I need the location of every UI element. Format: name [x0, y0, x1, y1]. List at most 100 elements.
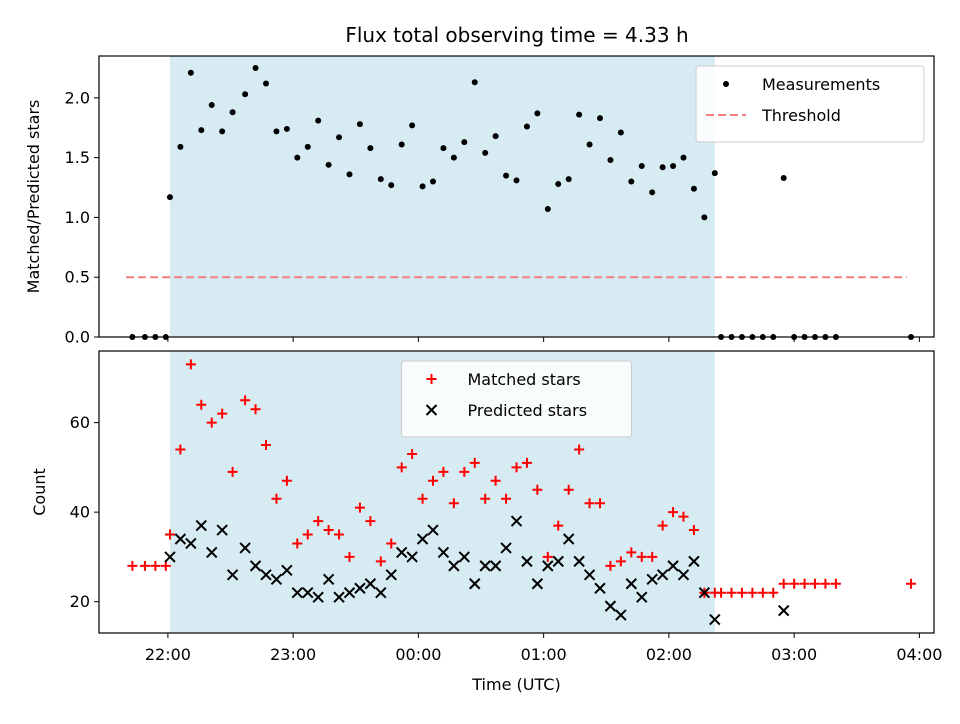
- panel2-predicted-marker: [510, 515, 523, 527]
- panel2-matched-marker: [407, 448, 418, 459]
- panel1-legend-marker: [723, 81, 729, 87]
- panel1-measurement-point: [229, 109, 236, 116]
- panel2-predicted-marker: [521, 555, 533, 568]
- panel2-predicted-marker: [195, 519, 207, 532]
- panel1-measurement-point: [356, 121, 363, 128]
- panel2-xtick-label: 23:00: [270, 645, 316, 664]
- panel1-legend-label: Measurements: [762, 75, 880, 94]
- panel1-measurement-point: [219, 128, 226, 135]
- panel1-measurement-point: [208, 102, 215, 109]
- panel2-predicted-marker: [260, 569, 272, 581]
- panel1-measurement-point: [555, 180, 562, 187]
- panel2-predicted-marker: [291, 587, 304, 599]
- panel2-predicted-marker: [343, 587, 356, 599]
- panel2-matched-marker: [160, 560, 171, 571]
- panel2-predicted-marker: [531, 578, 544, 590]
- panel2-matched-marker: [428, 475, 438, 486]
- panel2-matched-marker: [626, 547, 637, 558]
- panel2-matched-marker: [227, 466, 238, 477]
- panel2-predicted-marker: [479, 560, 491, 572]
- panel2-predicted-marker: [562, 533, 575, 545]
- panel1-measurement-point: [166, 194, 173, 201]
- panel1-measurement-point: [586, 141, 593, 148]
- panel2-predicted-marker: [667, 560, 679, 572]
- panel2-matched-marker: [668, 507, 679, 518]
- panel1-ytick-label: 0.0: [65, 328, 90, 347]
- panel2-matched-marker: [542, 551, 553, 562]
- panel2-legend-marker: [426, 374, 437, 384]
- panel2-matched-marker: [810, 578, 821, 589]
- panel2-matched-marker: [354, 502, 365, 513]
- panel2-predicted-marker: [709, 613, 721, 626]
- panel2-predicted-marker: [185, 537, 197, 550]
- panel1-legend-box: [695, 65, 925, 143]
- panel2-matched-marker: [292, 538, 303, 549]
- panel2-predicted-marker: [698, 587, 711, 599]
- panel1-ylabel: Matched/Predicted stars: [24, 100, 43, 294]
- panel2-matched-marker: [261, 440, 271, 450]
- panel2-xtick-label: 00:00: [395, 645, 441, 664]
- panel2-predicted-marker: [646, 573, 658, 585]
- panel2-predicted-marker: [583, 569, 596, 581]
- panel2-matched-marker: [636, 551, 647, 562]
- panel1-measurement-point: [649, 189, 656, 196]
- panel2-predicted-marker: [552, 555, 564, 568]
- panel1-legend-label: Threshold: [761, 106, 841, 125]
- panel1-measurement-point: [273, 128, 280, 135]
- panel1-measurement-point: [409, 122, 416, 129]
- panel2-matched-marker: [553, 520, 564, 531]
- panel2-matched-marker: [511, 462, 522, 473]
- panel2-matched-marker: [521, 457, 532, 468]
- panel2-matched-marker: [830, 578, 841, 589]
- panel2-matched-marker: [334, 529, 345, 540]
- panel2-matched-marker: [459, 466, 470, 477]
- panel2-predicted-marker: [437, 546, 450, 559]
- panel2-matched-marker: [344, 551, 355, 562]
- panel2-predicted-marker: [406, 551, 418, 563]
- chart-title: Flux total observing time = 4.33 h: [345, 23, 688, 47]
- panel2-matched-marker: [906, 578, 917, 589]
- panel2-matched-marker: [615, 556, 626, 567]
- panel2-predicted-marker: [448, 560, 460, 572]
- panel2-predicted-marker: [604, 600, 617, 612]
- panel1-measurement-point: [576, 111, 583, 118]
- panel2-matched-marker: [448, 498, 459, 509]
- panel2-matched-marker: [417, 493, 428, 504]
- panel2-matched-marker: [139, 560, 150, 571]
- panel2-matched-marker: [605, 560, 616, 571]
- panel1-measurement-point: [544, 206, 551, 213]
- panel2-predicted-marker: [615, 609, 627, 621]
- panel2-predicted-marker: [573, 555, 585, 568]
- panel1-measurement-point: [461, 139, 468, 146]
- panel1-observing-span: [169, 56, 715, 337]
- panel1-measurement-point: [482, 149, 489, 156]
- panel1-measurement-point: [711, 170, 718, 177]
- panel2-matched-marker: [490, 475, 501, 486]
- panel1-measurement-point: [701, 214, 708, 221]
- panel2-matched-marker: [271, 493, 282, 504]
- panel1-measurement-point: [336, 134, 343, 141]
- panel2-matched-marker: [757, 587, 768, 598]
- panel1-measurement-point: [503, 172, 510, 179]
- panel2-matched-marker: [281, 475, 292, 486]
- panel2-xtick-label: 22:00: [145, 645, 191, 664]
- panel2-legend-label: Predicted stars: [468, 401, 588, 420]
- panel1-measurement-point: [388, 182, 395, 189]
- panel1-measurement-point: [252, 64, 259, 71]
- panel2-matched-marker: [678, 511, 689, 522]
- panel2-matched-marker: [716, 587, 727, 598]
- panel1-measurement-point: [597, 115, 603, 122]
- panel2-matched-marker: [438, 466, 449, 477]
- panel2-predicted-marker: [206, 546, 218, 559]
- panel1-measurement-point: [398, 141, 405, 148]
- panel2-predicted-marker: [226, 569, 239, 581]
- panel1-measurement-point: [471, 79, 478, 86]
- panel2-predicted-marker: [489, 560, 502, 572]
- panel1-measurement-point: [283, 125, 290, 132]
- panel2-matched-marker: [647, 551, 658, 562]
- panel1-measurement-point: [659, 164, 666, 171]
- panel2-xtick-label: 04:00: [896, 645, 942, 664]
- panel2-matched-marker: [313, 516, 324, 527]
- panel2-predicted-marker: [375, 587, 387, 599]
